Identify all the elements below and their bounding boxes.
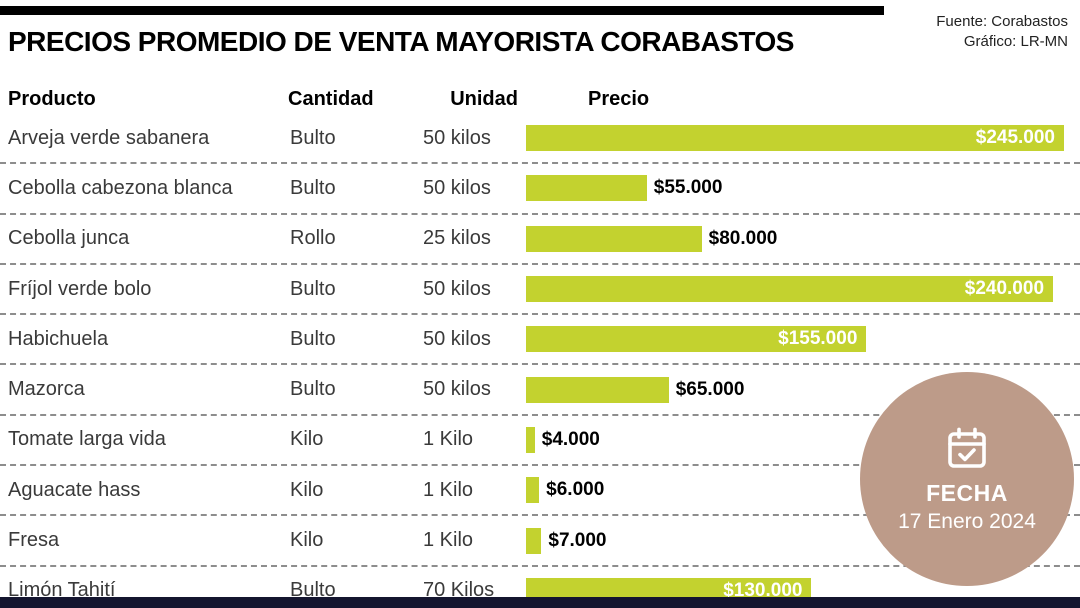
unidad-value: 50 kilos (423, 176, 491, 199)
top-rule (0, 6, 884, 15)
price-label: $65.000 (675, 378, 745, 400)
date-badge: FECHA 17 Enero 2024 (860, 372, 1074, 586)
price-bar-cell: $155.000 (518, 315, 1080, 363)
price-label: $7.000 (548, 529, 607, 551)
price-bar-cell: $245.000 (518, 114, 1080, 162)
table-row: Aguacate hass Kilo 1 Kilo $6.000 (0, 466, 1080, 517)
table-row: Mazorca Bulto 50 kilos $65.000 (0, 365, 1080, 416)
source-line: Fuente: Corabastos (936, 13, 1068, 30)
price-bar-cell: $240.000 (518, 265, 1080, 313)
unidad-value: 1 Kilo (423, 478, 474, 501)
table-row: Arveja verde sabanera Bulto 50 kilos $24… (0, 114, 1080, 165)
cantidad-value: Kilo (290, 529, 324, 552)
unidad-value: 70 Kilos (423, 579, 495, 602)
source-credit: Fuente: Corabastos Gráfico: LR-MN (936, 12, 1068, 51)
price-table: Producto Cantidad Unidad Precio Arveja v… (0, 84, 1080, 608)
table-row: Cebolla junca Rollo 25 kilos $80.000 (0, 215, 1080, 265)
price-bar (526, 477, 540, 504)
unidad-value: 1 Kilo (423, 428, 474, 451)
table-row: Tomate larga vida Kilo 1 Kilo $4.000 (0, 416, 1080, 467)
unidad-value: 50 kilos (423, 277, 491, 300)
table-header: Producto Cantidad Unidad Precio (0, 84, 1080, 114)
price-bar (526, 376, 669, 403)
price-label: $245.000 (975, 127, 1055, 149)
cantidad-value: Kilo (290, 478, 324, 501)
unidad-value: 50 kilos (423, 378, 491, 401)
table-row: Fríjol verde bolo Bulto 50 kilos $240.00… (0, 265, 1080, 316)
product-name: Mazorca (8, 378, 85, 401)
price-label: $55.000 (653, 177, 723, 199)
price-bar: $240.000 (526, 276, 1054, 303)
price-label: $130.000 (723, 579, 803, 601)
page-title: PRECIOS PROMEDIO DE VENTA MAYORISTA CORA… (8, 26, 794, 57)
product-name: Tomate larga vida (8, 428, 166, 451)
price-bar (526, 175, 647, 202)
price-bar-cell: $7.000 (518, 516, 1080, 564)
column-header-producto: Producto (8, 87, 96, 110)
price-bar (526, 527, 542, 554)
price-bar: $155.000 (526, 326, 867, 353)
unidad-value: 50 kilos (423, 327, 491, 350)
product-name: Fríjol verde bolo (8, 277, 152, 300)
price-bar-cell: $80.000 (518, 215, 1080, 263)
cantidad-value: Bulto (290, 277, 336, 300)
price-bar: $245.000 (526, 125, 1064, 152)
column-header-precio: Precio (588, 87, 650, 110)
price-label: $240.000 (964, 278, 1045, 300)
product-name: Arveja verde sabanera (8, 126, 210, 149)
product-name: Aguacate hass (8, 478, 141, 501)
product-name: Cebolla junca (8, 227, 130, 250)
product-name: Fresa (8, 529, 60, 552)
price-bar-cell: $4.000 (518, 416, 1080, 464)
price-bar-cell: $6.000 (518, 466, 1080, 514)
price-bar (526, 225, 702, 252)
product-name: Cebolla cabezona blanca (8, 176, 233, 199)
product-name: Habichuela (8, 327, 109, 350)
column-header-cantidad: Cantidad (288, 87, 374, 110)
cantidad-value: Bulto (290, 126, 336, 149)
product-name: Limón Tahití (8, 579, 116, 602)
unidad-value: 50 kilos (423, 126, 491, 149)
price-label: $4.000 (541, 428, 600, 450)
cantidad-value: Bulto (290, 327, 336, 350)
cantidad-value: Kilo (290, 428, 324, 451)
table-body: Arveja verde sabanera Bulto 50 kilos $24… (0, 114, 1080, 608)
price-label: $80.000 (708, 227, 778, 249)
badge-label: FECHA (926, 479, 1008, 506)
cantidad-value: Bulto (290, 176, 336, 199)
cantidad-value: Bulto (290, 579, 336, 602)
bottom-bar (0, 597, 1080, 608)
price-label: $155.000 (778, 328, 858, 350)
price-bar (526, 426, 535, 453)
unidad-value: 1 Kilo (423, 529, 474, 552)
cantidad-value: Bulto (290, 378, 336, 401)
unidad-value: 25 kilos (423, 227, 491, 250)
credit-line: Gráfico: LR-MN (963, 32, 1068, 50)
table-row: Habichuela Bulto 50 kilos $155.000 (0, 315, 1080, 366)
table-row: Fresa Kilo 1 Kilo $7.000 (0, 516, 1080, 567)
price-bar-cell: $55.000 (518, 164, 1080, 212)
badge-date: 17 Enero 2024 (898, 509, 1036, 533)
calendar-check-icon (948, 427, 986, 468)
price-label: $6.000 (546, 479, 605, 501)
cantidad-value: Rollo (290, 227, 336, 250)
price-bar-cell: $65.000 (518, 365, 1080, 413)
column-header-unidad: Unidad (450, 87, 518, 110)
table-row: Cebolla cabezona blanca Bulto 50 kilos $… (0, 164, 1080, 215)
